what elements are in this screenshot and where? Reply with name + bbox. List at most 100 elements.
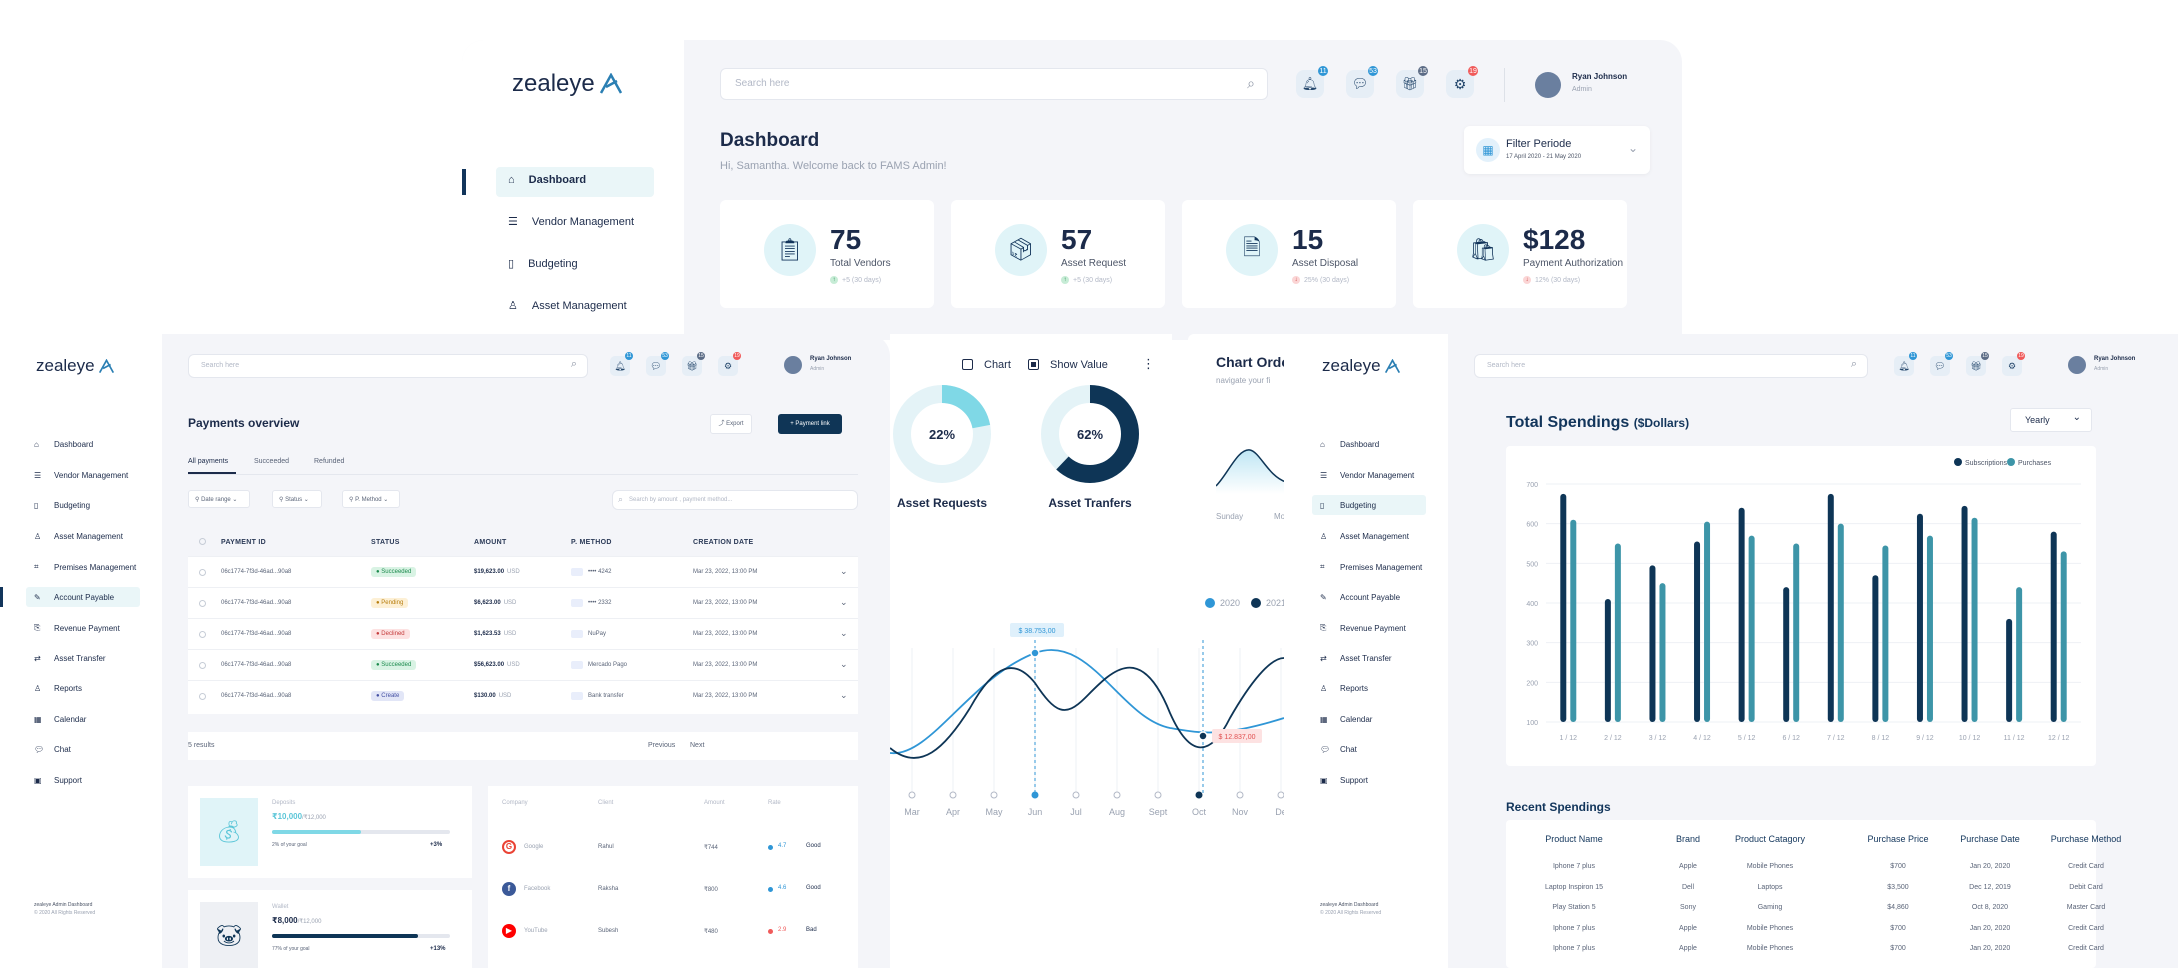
nav-item-chat[interactable]: 💬︎ Chat bbox=[1320, 745, 1357, 754]
table-row[interactable]: 06c1774-7f3d-46ad...90a8 ● Pending $6,623.… bbox=[188, 587, 858, 618]
nav-item-asset-management[interactable]: ♙ Asset Management bbox=[508, 299, 627, 313]
stat-card[interactable]: 📋︎ 75 Total Vendors ↑ +5 (30 days) bbox=[720, 200, 934, 308]
nav-item-calendar[interactable]: ▦ Calendar bbox=[1320, 714, 1373, 724]
nav-item-account-payable[interactable]: ✎ Account Payable bbox=[1320, 592, 1401, 602]
chevron-down-icon[interactable]: ⌄ bbox=[840, 690, 848, 700]
table-row[interactable]: 06c1774-7f3d-46ad...90a8 ● Declined $1,623… bbox=[188, 618, 858, 649]
nav-item-revenue-payment[interactable]: ⎘ Revenue Payment bbox=[1320, 623, 1406, 633]
avatar[interactable] bbox=[1535, 72, 1561, 98]
nav-item-vendor-management[interactable]: ☰ Vendor Management bbox=[508, 215, 635, 229]
filter-date-range[interactable]: ⚲ Date range ⌄ bbox=[188, 490, 250, 508]
messages-badge: 53 bbox=[1368, 66, 1378, 76]
chevron-down-icon: ⌄ bbox=[2072, 412, 2081, 423]
bell-icon: 🔔︎ bbox=[1898, 360, 1910, 371]
export-button[interactable]: ⤴ Export bbox=[710, 414, 752, 434]
table-row[interactable]: Iphone 7 plus Apple Mobile Phones $700 Jan 2… bbox=[1552, 924, 2104, 932]
notification-button[interactable]: 🔔︎ bbox=[1296, 70, 1324, 98]
bar-purchases bbox=[1793, 543, 1800, 722]
table-row[interactable]: Play Station 5 Sony Gaming $4,860 Oct 8, 202… bbox=[1552, 904, 2106, 911]
filter-status[interactable]: ⚲ Status ⌄ bbox=[272, 490, 322, 508]
search-input[interactable]: Search here ⌕ bbox=[188, 354, 588, 378]
settings-button[interactable]: ⚙ bbox=[718, 356, 738, 376]
tab-all-payments[interactable]: All payments bbox=[188, 458, 229, 465]
nav-item-chat[interactable]: 💬︎ Chat bbox=[34, 745, 71, 754]
notification-button[interactable]: 🔔︎ bbox=[1894, 356, 1914, 376]
filter-p-method[interactable]: ⚲ P. Method ⌄ bbox=[342, 490, 400, 508]
nav-item-account-payable[interactable]: ✎ Account Payable bbox=[34, 592, 115, 602]
nav-item-vendor-management[interactable]: ☰ Vendor Management bbox=[1320, 470, 1415, 480]
gift-button[interactable]: 🎁︎ bbox=[1966, 356, 1986, 376]
chevron-down-icon[interactable]: ⌄ bbox=[840, 597, 848, 607]
list-item[interactable]: ▶ YouTube Subesh ₹480 2.9 Bad bbox=[488, 916, 858, 958]
settings-button[interactable]: ⚙ bbox=[2002, 356, 2022, 376]
row-checkbox[interactable] bbox=[199, 569, 206, 576]
nav-item-calendar[interactable]: ▦ Calendar bbox=[34, 714, 87, 724]
more-icon[interactable]: ⋮ bbox=[1142, 356, 1155, 371]
table-row[interactable]: Iphone 7 plus Apple Mobile Phones $700 Jan 2… bbox=[1552, 945, 2104, 952]
avatar[interactable] bbox=[784, 356, 802, 374]
tab-succeeded[interactable]: Succeeded bbox=[254, 458, 290, 465]
payment-link-button[interactable]: + Payment link bbox=[778, 414, 842, 434]
row-checkbox[interactable] bbox=[199, 600, 206, 607]
nav-item-budgeting[interactable]: ▯ Budgeting bbox=[1320, 501, 1377, 510]
table-row[interactable]: 06c1774-7f3d-46ad...90a8 ● Succeeded $19,6… bbox=[188, 556, 858, 587]
settings-button[interactable]: ⚙ bbox=[1446, 70, 1474, 98]
period-select[interactable]: Yearly ⌄ bbox=[2010, 408, 2092, 432]
nav-item-dashboard[interactable]: ⌂ Dashboard bbox=[508, 174, 587, 186]
nav-item-asset-management[interactable]: ♙ Asset Management bbox=[1320, 531, 1409, 541]
list-item[interactable]: f Facebook Raksha ₹800 4.6 Good bbox=[488, 874, 858, 916]
stat-card[interactable]: 🛍︎ $128 Payment Authorization ↓ 12% (30 days… bbox=[1413, 200, 1627, 308]
list-item[interactable]: G Google Rahul ₹744 4.7 Good bbox=[488, 832, 858, 874]
bell-icon: 🔔︎ bbox=[614, 360, 626, 371]
search-input[interactable]: Search here ⌕ bbox=[720, 68, 1268, 100]
chart-checkbox[interactable] bbox=[962, 359, 973, 370]
nav-item-asset-transfer[interactable]: ⇄ Asset Transfer bbox=[34, 653, 106, 663]
nav-item-vendor-management[interactable]: ☰ Vendor Management bbox=[34, 470, 129, 480]
row-checkbox[interactable] bbox=[199, 631, 206, 638]
table-row[interactable]: 06c1774-7f3d-46ad...90a8 ● Create $130.00 U… bbox=[188, 680, 858, 711]
row-checkbox[interactable] bbox=[199, 693, 206, 700]
search-icon[interactable]: ⌕ bbox=[1850, 358, 1857, 370]
avatar[interactable] bbox=[2068, 356, 2086, 374]
table-row[interactable]: Laptop Inspiron 15 Dell Laptops $3,500 Dec 1… bbox=[1545, 883, 2103, 891]
nav-item-support[interactable]: ▣ Support bbox=[34, 775, 83, 785]
stat-card[interactable]: 📦︎ 57 Asset Request ↑ +5 (30 days) bbox=[951, 200, 1165, 308]
messages-button[interactable]: 💬︎ bbox=[1930, 356, 1950, 376]
nav-item-dashboard[interactable]: ⌂ Dashboard bbox=[34, 440, 94, 449]
gift-button[interactable]: 🎁︎ bbox=[682, 356, 702, 376]
nav-item-reports[interactable]: ♙ Reports bbox=[34, 684, 83, 693]
nav-item-budgeting[interactable]: ▯ Budgeting bbox=[34, 501, 91, 510]
nav-item-asset-management[interactable]: ♙ Asset Management bbox=[34, 531, 123, 541]
nav-item-revenue-payment[interactable]: ⎘ Revenue Payment bbox=[34, 623, 120, 633]
chevron-down-icon[interactable]: ⌄ bbox=[840, 566, 848, 576]
chevron-down-icon[interactable]: ⌄ bbox=[840, 659, 848, 669]
search-icon[interactable]: ⌕ bbox=[1247, 75, 1255, 91]
nav-item-premises-management[interactable]: ⌗ Premises Management bbox=[1320, 562, 1423, 572]
notification-button[interactable]: 🔔︎ bbox=[610, 356, 630, 376]
nav-icon: ⌗ bbox=[34, 562, 39, 571]
bar-purchases bbox=[1882, 545, 1889, 722]
nav-item-reports[interactable]: ♙ Reports bbox=[1320, 684, 1369, 693]
nav-item-asset-transfer[interactable]: ⇄ Asset Transfer bbox=[1320, 653, 1392, 663]
bar-subscriptions bbox=[1961, 505, 1968, 722]
month-tick: Sept bbox=[1149, 807, 1168, 817]
nav-item-support[interactable]: ▣ Support bbox=[1320, 775, 1369, 785]
previous-button[interactable]: Previous bbox=[648, 742, 676, 749]
show-value-checkbox[interactable] bbox=[1028, 359, 1039, 370]
search-input[interactable]: Search here ⌕ bbox=[1474, 354, 1868, 378]
search-icon[interactable]: ⌕ bbox=[570, 358, 577, 370]
table-search-input[interactable]: ⌕ Search by amount , payment method... bbox=[612, 490, 858, 510]
messages-button[interactable]: 💬︎ bbox=[646, 356, 666, 376]
header-checkbox[interactable] bbox=[199, 538, 206, 545]
stat-card[interactable]: 🗎 15 Asset Disposal ↓ 25% (30 days) bbox=[1182, 200, 1396, 308]
next-button[interactable]: Next bbox=[690, 742, 705, 749]
nav-item-dashboard[interactable]: ⌂ Dashboard bbox=[1320, 440, 1380, 449]
row-checkbox[interactable] bbox=[199, 662, 206, 669]
filter-periode[interactable]: ▦ Filter Periode 17 April 2020 - 21 May … bbox=[1464, 126, 1650, 174]
nav-item-premises-management[interactable]: ⌗ Premises Management bbox=[34, 562, 137, 572]
table-row[interactable]: Iphone 7 plus Apple Mobile Phones $700 Jan 2… bbox=[1552, 863, 2104, 870]
nav-item-budgeting[interactable]: ▯ Budgeting bbox=[508, 257, 578, 271]
chevron-down-icon[interactable]: ⌄ bbox=[840, 628, 848, 638]
table-row[interactable]: 06c1774-7f3d-46ad...90a8 ● Succeeded $56,6… bbox=[188, 649, 858, 680]
tab-refunded[interactable]: Refunded bbox=[314, 458, 345, 465]
